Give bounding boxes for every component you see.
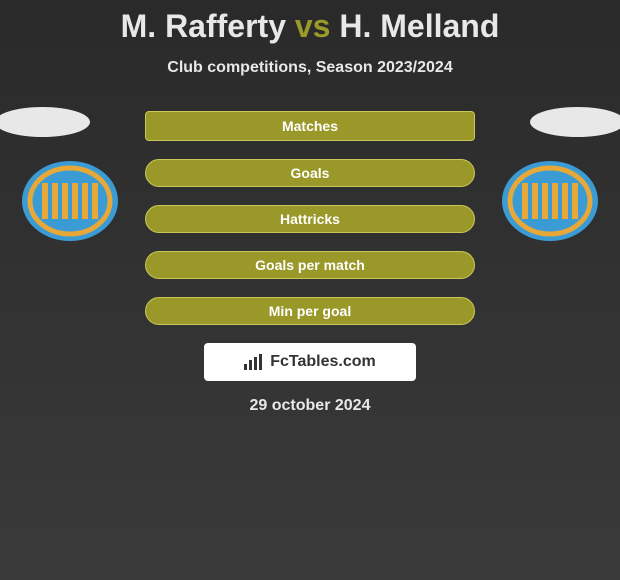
branding-text: FcTables.com <box>270 353 376 371</box>
branding-box: FcTables.com <box>204 343 416 381</box>
content-area: Matches Goals Hattricks Goals per match … <box>0 107 620 415</box>
player2-ellipse <box>530 107 620 137</box>
stat-bars-container: Matches Goals Hattricks Goals per match … <box>145 107 475 325</box>
subtitle: Club competitions, Season 2023/2024 <box>0 59 620 77</box>
player1-name: M. Rafferty <box>121 8 286 44</box>
club-badge-icon <box>500 159 600 244</box>
stat-bar-goals-per-match: Goals per match <box>145 251 475 279</box>
comparison-title: M. Rafferty vs H. Melland <box>0 0 620 45</box>
player2-name: H. Melland <box>339 8 499 44</box>
player1-club-badge <box>20 159 120 244</box>
stat-bar-goals: Goals <box>145 159 475 187</box>
date-label: 29 october 2024 <box>0 397 620 415</box>
stat-label: Matches <box>282 118 338 134</box>
chart-icon <box>244 354 264 370</box>
vs-text: vs <box>295 8 331 44</box>
stat-label: Goals per match <box>255 257 365 273</box>
stat-bar-min-per-goal: Min per goal <box>145 297 475 325</box>
stat-label: Hattricks <box>280 211 340 227</box>
player1-ellipse <box>0 107 90 137</box>
stat-bar-hattricks: Hattricks <box>145 205 475 233</box>
stat-label: Goals <box>291 165 330 181</box>
stat-label: Min per goal <box>269 303 351 319</box>
player2-club-badge <box>500 159 600 244</box>
club-badge-icon <box>20 159 120 244</box>
stat-bar-matches: Matches <box>145 111 475 141</box>
